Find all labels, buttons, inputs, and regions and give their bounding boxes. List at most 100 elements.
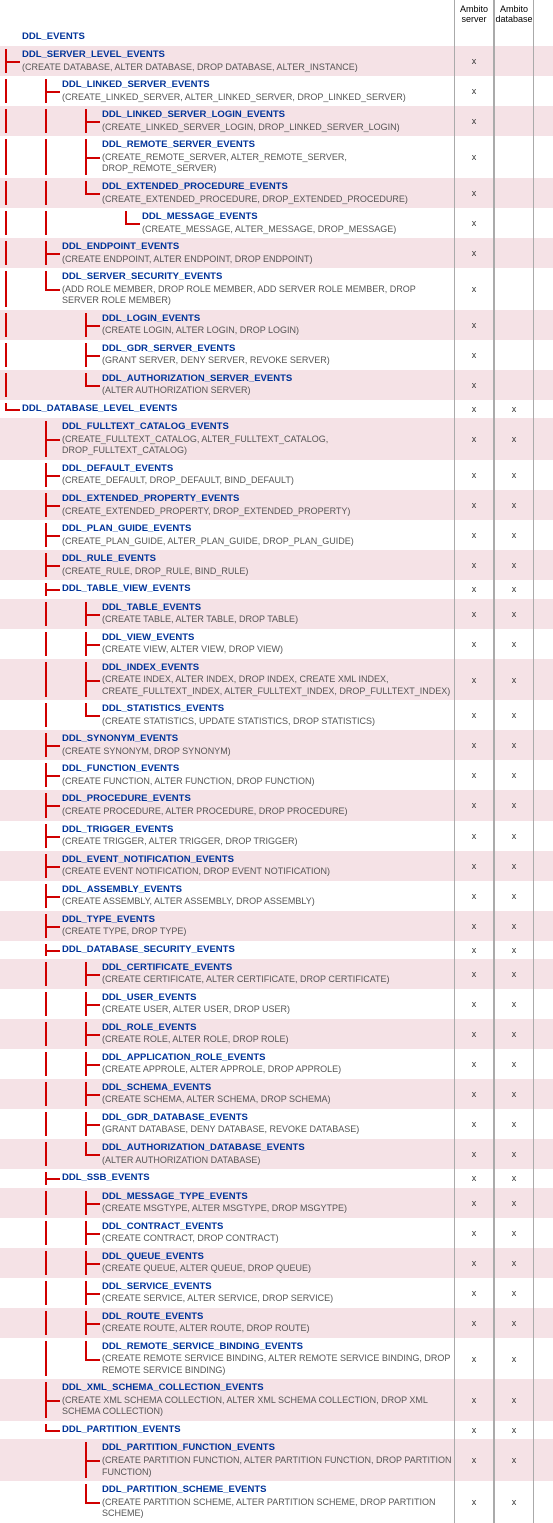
indent-cell — [20, 271, 40, 307]
indent-cell — [0, 632, 20, 656]
database-scope-cell: x — [494, 1338, 534, 1380]
event-subtitle: (CREATE ASSEMBLY, ALTER ASSEMBLY, DROP A… — [62, 896, 315, 908]
tree-row: DDL_TRIGGER_EVENTS(CREATE TRIGGER, ALTER… — [0, 821, 553, 851]
event-subtitle: (CREATE SYNONYM, DROP SYNONYM) — [62, 746, 231, 758]
database-scope-cell: x — [494, 911, 534, 941]
row-text: DDL_EVENT_NOTIFICATION_EVENTS(CREATE EVE… — [60, 854, 330, 878]
event-title: DDL_FULLTEXT_CATALOG_EVENTS — [62, 421, 454, 433]
row-text: DDL_MESSAGE_TYPE_EVENTS(CREATE MSGTYPE, … — [100, 1191, 347, 1215]
server-scope-cell: x — [454, 629, 494, 659]
indent-cell — [40, 884, 60, 908]
event-title: DDL_SCHEMA_EVENTS — [102, 1082, 331, 1094]
row-text: DDL_PROCEDURE_EVENTS(CREATE PROCEDURE, A… — [60, 793, 348, 817]
event-title: DDL_EVENTS — [22, 31, 85, 43]
indent-cell — [40, 1341, 60, 1377]
database-scope-cell: x — [494, 1278, 534, 1308]
database-scope-cell: x — [494, 1019, 534, 1049]
indent-cell — [20, 854, 40, 878]
database-scope-cell: x — [494, 1379, 534, 1421]
indent-cell — [0, 493, 20, 517]
server-scope-cell: x — [454, 1278, 494, 1308]
indent-cell — [0, 583, 20, 595]
event-title: DDL_TRIGGER_EVENTS — [62, 824, 298, 836]
tree-indent — [0, 421, 60, 457]
tree-indent — [0, 403, 20, 415]
event-subtitle: (GRANT DATABASE, DENY DATABASE, REVOKE D… — [102, 1124, 359, 1136]
row-left: DDL_MESSAGE_EVENTS(CREATE_MESSAGE, ALTER… — [0, 208, 454, 238]
database-scope-cell — [494, 178, 534, 208]
scope-columns: xx — [454, 881, 534, 911]
indent-cell — [40, 1221, 60, 1245]
indent-cell — [0, 373, 20, 397]
indent-cell — [20, 1424, 40, 1436]
tree-row: DDL_MESSAGE_TYPE_EVENTS(CREATE MSGTYPE, … — [0, 1188, 553, 1218]
indent-cell — [40, 793, 60, 817]
server-scope-cell: x — [454, 400, 494, 418]
indent-cell — [40, 1082, 60, 1106]
indent-cell — [40, 553, 60, 577]
indent-cell — [0, 662, 20, 698]
event-subtitle: (CREATE ENDPOINT, ALTER ENDPOINT, DROP E… — [62, 254, 313, 266]
indent-cell — [60, 1311, 80, 1335]
database-scope-cell: x — [494, 520, 534, 550]
database-scope-cell: x — [494, 599, 534, 629]
indent-cell — [60, 373, 80, 397]
row-left: DDL_SERVER_LEVEL_EVENTS(CREATE DATABASE,… — [0, 46, 454, 76]
database-scope-cell: x — [494, 1169, 534, 1187]
indent-cell — [20, 992, 40, 1016]
indent-cell — [60, 1191, 80, 1215]
event-title: DDL_CONTRACT_EVENTS — [102, 1221, 279, 1233]
indent-cell — [0, 553, 20, 577]
tree-indent — [0, 1221, 100, 1245]
indent-cell — [20, 1172, 40, 1184]
database-scope-cell: x — [494, 418, 534, 460]
indent-cell — [40, 313, 60, 337]
indent-cell — [80, 1082, 100, 1106]
database-scope-cell: x — [494, 580, 534, 598]
event-subtitle: (CREATE PROCEDURE, ALTER PROCEDURE, DROP… — [62, 806, 348, 818]
row-left: DDL_RULE_EVENTS(CREATE_RULE, DROP_RULE, … — [0, 550, 454, 580]
scope-columns: xx — [454, 1379, 534, 1421]
row-text: DDL_QUEUE_EVENTS(CREATE QUEUE, ALTER QUE… — [100, 1251, 311, 1275]
tree-row: DDL_RULE_EVENTS(CREATE_RULE, DROP_RULE, … — [0, 550, 553, 580]
row-left: DDL_SERVICE_EVENTS(CREATE SERVICE, ALTER… — [0, 1278, 454, 1308]
event-title: DDL_STATISTICS_EVENTS — [102, 703, 375, 715]
row-text: DDL_DATABASE_SECURITY_EVENTS — [60, 944, 235, 956]
row-text: DDL_SSB_EVENTS — [60, 1172, 150, 1184]
database-scope-cell: x — [494, 1421, 534, 1439]
tree-indent — [0, 1251, 100, 1275]
event-title: DDL_LOGIN_EVENTS — [102, 313, 299, 325]
indent-cell — [40, 1424, 60, 1436]
tree-row: DDL_FULLTEXT_CATALOG_EVENTS(CREATE_FULLT… — [0, 418, 553, 460]
indent-cell — [20, 793, 40, 817]
indent-cell — [0, 1112, 20, 1136]
tree-indent — [0, 1382, 60, 1418]
row-left: DDL_LINKED_SERVER_LOGIN_EVENTS(CREATE_LI… — [0, 106, 454, 136]
server-scope-cell: x — [454, 76, 494, 106]
database-scope-cell — [494, 268, 534, 310]
indent-cell — [40, 1251, 60, 1275]
server-scope-cell: x — [454, 1079, 494, 1109]
tree-indent — [0, 139, 100, 175]
server-scope-cell: x — [454, 881, 494, 911]
row-text: DDL_MESSAGE_EVENTS(CREATE_MESSAGE, ALTER… — [140, 211, 396, 235]
tree-indent — [0, 944, 60, 956]
row-left: DDL_REMOTE_SERVICE_BINDING_EVENTS(CREATE… — [0, 1338, 454, 1380]
indent-cell — [40, 914, 60, 938]
indent-cell — [0, 1172, 20, 1184]
indent-cell — [0, 139, 20, 175]
tree-indent — [0, 733, 60, 757]
indent-cell — [0, 241, 20, 265]
row-left: DDL_ROLE_EVENTS(CREATE ROLE, ALTER ROLE,… — [0, 1019, 454, 1049]
indent-cell — [40, 733, 60, 757]
indent-cell — [20, 602, 40, 626]
tree-indent — [0, 241, 60, 265]
row-left: DDL_DATABASE_LEVEL_EVENTS — [0, 400, 454, 418]
server-scope-cell: x — [454, 851, 494, 881]
database-scope-cell: x — [494, 760, 534, 790]
tree-indent — [0, 992, 100, 1016]
row-text: DDL_SCHEMA_EVENTS(CREATE SCHEMA, ALTER S… — [100, 1082, 331, 1106]
indent-cell — [60, 1341, 80, 1377]
event-title: DDL_VIEW_EVENTS — [102, 632, 283, 644]
indent-cell — [60, 343, 80, 367]
